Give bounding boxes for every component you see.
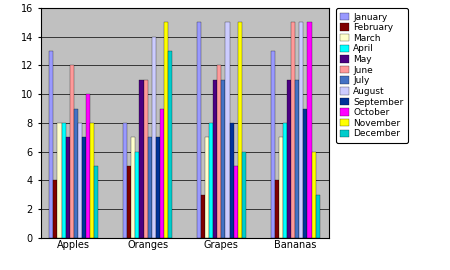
Bar	[90, 123, 94, 238]
Bar	[201, 195, 205, 238]
Bar	[295, 80, 299, 238]
Bar	[275, 180, 279, 238]
Bar	[311, 151, 315, 238]
Bar	[82, 137, 86, 238]
Bar	[131, 137, 135, 238]
Bar	[66, 137, 70, 238]
Bar	[238, 22, 242, 238]
Bar	[315, 195, 320, 238]
Bar	[164, 22, 168, 238]
Bar	[303, 109, 307, 238]
Bar	[156, 137, 160, 238]
Bar	[74, 109, 78, 238]
Bar	[127, 166, 131, 238]
Bar	[271, 51, 275, 238]
Bar	[242, 151, 246, 238]
Bar	[209, 123, 213, 238]
Bar	[230, 123, 234, 238]
Bar	[160, 109, 164, 238]
Bar	[283, 123, 287, 238]
Bar	[78, 123, 82, 238]
Bar	[168, 51, 172, 238]
Bar	[54, 180, 58, 238]
Bar	[197, 22, 201, 238]
Bar	[279, 137, 283, 238]
Bar	[221, 80, 225, 238]
Bar	[86, 94, 90, 238]
Bar	[148, 137, 152, 238]
Bar	[299, 22, 303, 238]
Bar	[205, 137, 209, 238]
Bar	[152, 37, 156, 238]
Bar	[287, 80, 291, 238]
Bar	[225, 22, 230, 238]
Bar	[217, 66, 221, 238]
Bar	[213, 80, 217, 238]
Legend: January, February, March, April, May, June, July, August, September, October, No: January, February, March, April, May, Ju…	[336, 8, 408, 143]
Bar	[123, 123, 127, 238]
Bar	[135, 151, 140, 238]
Bar	[140, 80, 144, 238]
Bar	[62, 123, 66, 238]
Bar	[307, 22, 311, 238]
Bar	[291, 22, 295, 238]
Bar	[234, 166, 238, 238]
Bar	[58, 123, 62, 238]
Bar	[94, 166, 98, 238]
Bar	[144, 80, 148, 238]
Bar	[50, 51, 54, 238]
Bar	[70, 66, 74, 238]
